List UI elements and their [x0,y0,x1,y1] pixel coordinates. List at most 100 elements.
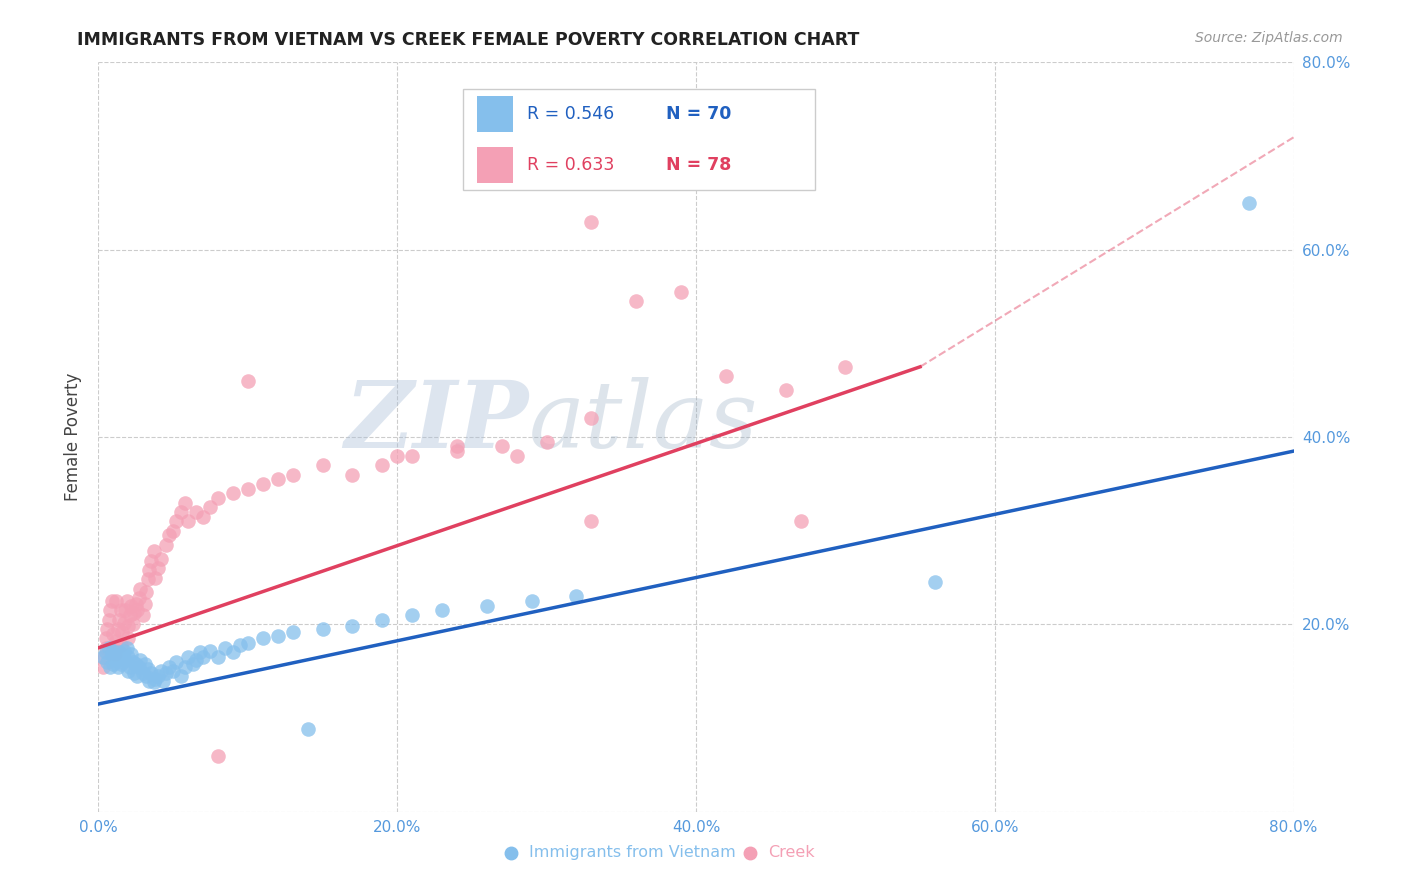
Point [162,664,184,679]
Text: R = 0.633: R = 0.633 [527,155,614,174]
Point [177,650,200,665]
Point [103,640,125,655]
Text: Immigrants from Vietnam: Immigrants from Vietnam [529,846,735,861]
Point [281,467,304,482]
Point [371,613,394,627]
Text: atlas: atlas [529,377,758,467]
Point [138,673,160,688]
Point [222,486,245,500]
Bar [477,96,513,132]
Point [385,449,409,463]
Point [371,458,394,473]
Point [401,608,423,623]
Point [191,509,214,524]
Point [91,650,114,665]
Point [129,653,152,667]
Point [162,524,184,538]
Point [94,632,117,646]
Point [110,657,132,671]
Point [105,594,128,608]
Point [446,444,468,458]
Point [115,594,138,608]
Point [157,528,180,542]
Point [108,613,131,627]
Point [118,608,141,623]
Point [136,573,159,587]
Point [236,374,259,388]
Point [98,659,122,673]
Point [236,482,259,496]
Point [117,650,139,665]
Point [150,664,173,679]
Point [104,648,127,662]
Point [188,646,211,660]
Point [581,514,603,528]
Point [104,653,127,667]
Point [311,622,333,636]
Point [94,646,117,660]
Point [174,496,197,510]
Point [142,675,165,690]
Point [111,655,134,669]
Point [117,664,139,679]
Point [107,659,129,673]
Text: Source: ZipAtlas.com: Source: ZipAtlas.com [1195,31,1343,45]
Point [110,603,132,617]
Point [169,505,191,519]
Point [111,624,134,639]
Point [669,285,692,299]
Point [165,514,187,528]
Point [565,590,588,604]
Point [108,646,131,660]
Point [207,748,229,763]
Point [267,629,290,643]
Point [207,491,229,505]
Point [191,650,214,665]
Point [132,608,155,623]
Point [114,603,136,617]
Point [124,666,146,681]
Point [165,655,187,669]
Point [112,615,135,630]
Point [101,594,124,608]
Point [110,638,132,652]
Point [200,643,222,657]
Point [214,640,236,655]
Bar [477,146,513,183]
Text: R = 0.546: R = 0.546 [527,105,614,123]
Point [103,626,125,640]
Point [342,467,364,482]
Point [775,384,797,398]
Point [139,666,162,681]
Point [536,434,558,449]
Point [236,636,259,650]
Point [138,563,160,577]
Point [105,650,128,665]
Point [118,659,141,673]
Text: IMMIGRANTS FROM VIETNAM VS CREEK FEMALE POVERTY CORRELATION CHART: IMMIGRANTS FROM VIETNAM VS CREEK FEMALE … [77,31,859,49]
Point [714,369,737,384]
Point [177,514,200,528]
Point [430,603,453,617]
Point [117,632,139,646]
Point [115,640,138,655]
Point [506,449,529,463]
Point [252,632,274,646]
Text: Creek: Creek [768,846,814,861]
Point [125,597,148,611]
Point [132,666,155,681]
Point [93,650,115,665]
FancyBboxPatch shape [463,88,815,190]
Point [134,597,156,611]
Point [96,655,118,669]
Point [134,657,156,671]
Point [142,544,165,558]
Point [121,617,143,632]
Point [148,669,170,683]
Point [491,440,513,453]
Point [267,472,290,486]
Point [222,646,245,660]
Point [184,505,207,519]
Point [155,538,177,552]
Point [626,294,648,309]
